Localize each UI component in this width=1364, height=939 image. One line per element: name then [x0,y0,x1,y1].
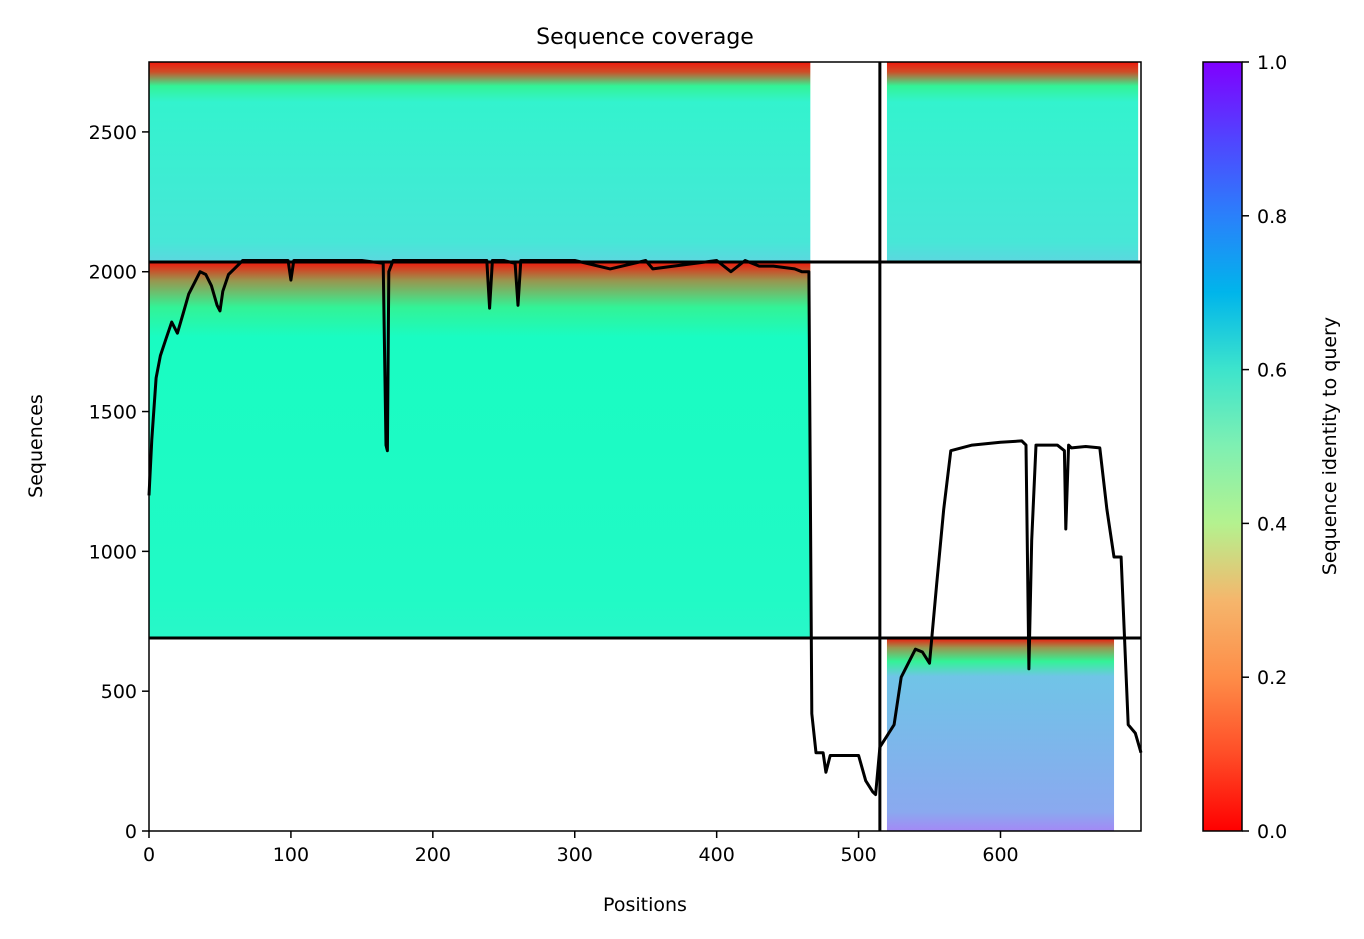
y-tick-label: 2500 [89,122,137,144]
y-tick-label: 1500 [89,402,137,424]
y-tick-label: 0 [125,821,137,843]
x-axis-ticks: 0 100 200 300 400 500 600 [143,831,1019,866]
colorbar-label: Sequence identity to query [1319,317,1341,575]
colorbar [1202,61,1243,832]
y-tick-label: 1000 [89,541,137,563]
y-tick-label: 500 [101,681,137,703]
x-tick-label: 600 [982,844,1018,866]
y-tick-label: 2000 [89,262,137,284]
x-tick-label: 100 [273,844,309,866]
x-tick-label: 500 [840,844,876,866]
colorbar-tick-label: 0.0 [1257,821,1287,843]
coverage-block [886,62,1139,262]
x-tick-label: 300 [557,844,593,866]
colorbar-tick-label: 0.2 [1257,667,1287,689]
x-tick-label: 400 [699,844,735,866]
coverage-block [149,261,811,639]
coverage-block [149,62,811,262]
y-axis-label: Sequences [25,394,47,498]
x-tick-label: 0 [143,844,155,866]
coverage-blocks [149,62,1139,831]
coverage-block [886,638,1115,831]
coverage-line [147,259,1143,797]
colorbar-tick-label: 0.8 [1257,206,1287,228]
x-tick-label: 200 [415,844,451,866]
x-axis-label: Positions [603,894,687,916]
colorbar-tick-label: 0.6 [1257,360,1287,382]
plot-frame [148,61,1142,832]
chart-title: Sequence coverage [536,25,754,50]
y-axis-ticks: 0 500 1000 1500 2000 2500 [89,122,149,843]
colorbar-ticks: 0.0 0.2 0.4 0.6 0.8 1.0 [1242,52,1287,843]
colorbar-tick-label: 0.4 [1257,513,1287,535]
colorbar-tick-label: 1.0 [1257,52,1287,74]
